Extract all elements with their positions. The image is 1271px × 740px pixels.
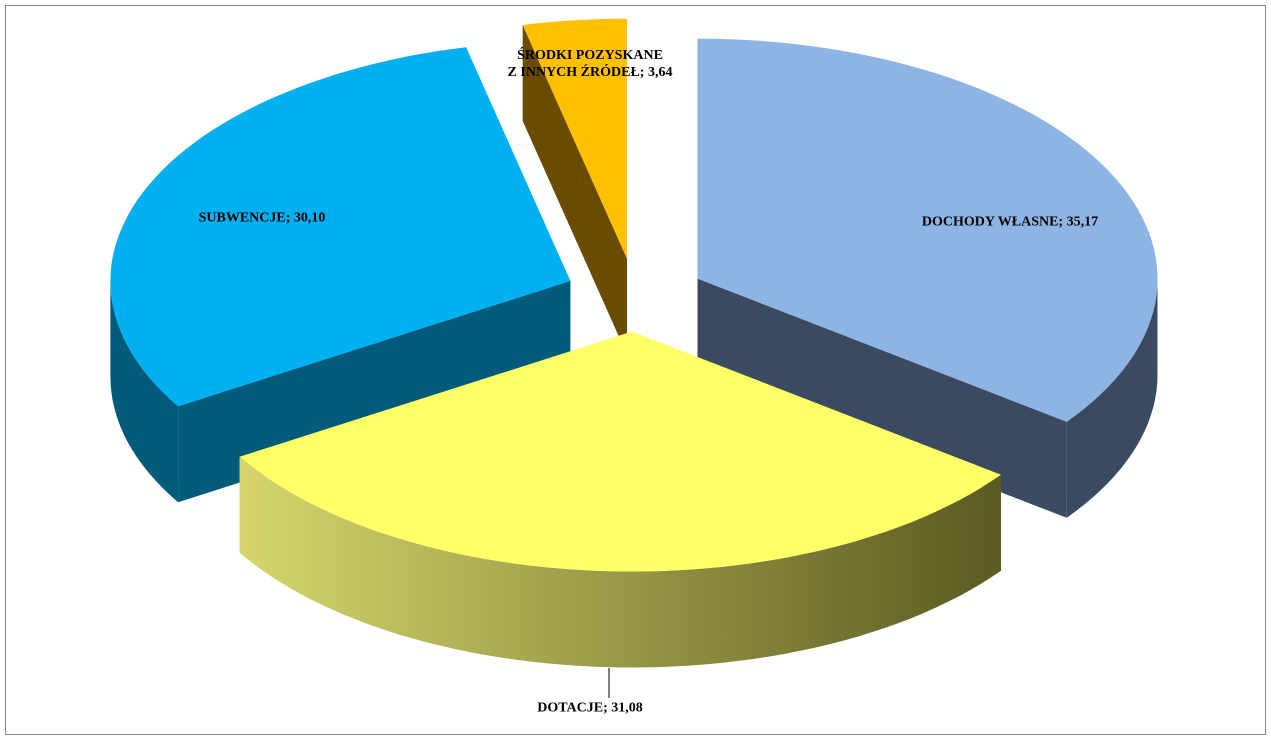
slice <box>697 38 1158 422</box>
data-label: DOTACJE; 31,08 <box>537 700 643 716</box>
slice <box>110 47 571 407</box>
data-label: ŚRODKI POZYSKANE Z INNYCH ŹRÓDEŁ; 3,64 <box>507 48 673 80</box>
slice-side <box>110 280 179 503</box>
slice-wall <box>697 278 1067 518</box>
slice-side <box>239 456 1001 668</box>
data-label: DOCHODY WŁASNE; 35,17 <box>921 214 1099 230</box>
slice <box>239 331 1001 572</box>
slice <box>522 18 627 259</box>
data-label: SUBWENCJE; 30,10 <box>198 210 326 226</box>
slice-wall <box>522 25 627 355</box>
slice-side <box>1066 278 1158 518</box>
